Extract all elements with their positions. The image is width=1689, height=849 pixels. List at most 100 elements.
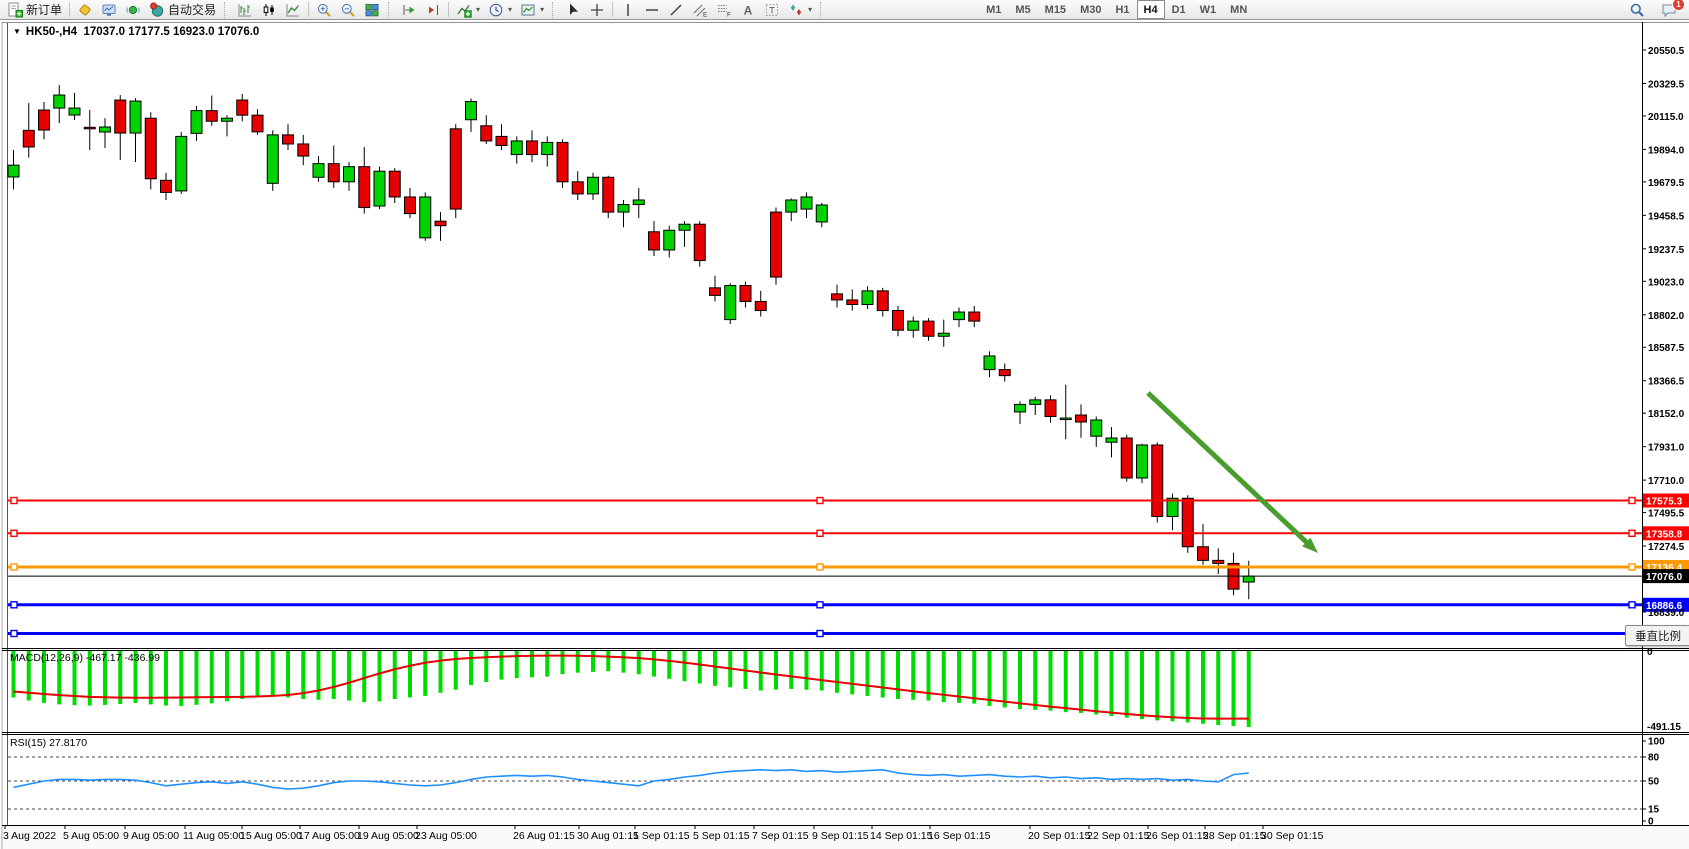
candle-body (495, 135, 508, 146)
channel-button[interactable]: E (688, 1, 712, 19)
terminal-button[interactable] (97, 1, 121, 19)
trend-arrow-line[interactable] (1146, 391, 1313, 548)
arrows-button[interactable]: ▾ (784, 1, 816, 19)
line-handle[interactable] (10, 601, 18, 609)
search-button[interactable] (1625, 1, 1649, 19)
line-handle[interactable] (10, 529, 18, 537)
crosshair-button[interactable] (585, 1, 609, 19)
new-order-button[interactable]: 新订单 (3, 1, 66, 19)
line-handle[interactable] (10, 563, 18, 571)
candle-body (815, 204, 828, 223)
candle-body (541, 141, 554, 156)
candle-body (312, 163, 325, 178)
line-handle[interactable] (1628, 601, 1636, 609)
candle-body (434, 220, 447, 227)
candle-body (1242, 575, 1255, 583)
line-handle[interactable] (816, 563, 824, 571)
candle-body (1059, 417, 1072, 421)
arrow-objects-icon (790, 4, 802, 15)
line-handle[interactable] (1628, 496, 1636, 505)
candle-body (266, 134, 279, 184)
indicators-button[interactable]: ▾ (452, 1, 484, 19)
candle-body (358, 166, 371, 209)
price-tick-label: 19237.5 (1648, 245, 1685, 256)
candle-body (7, 164, 20, 178)
timeframe-m15[interactable]: M15 (1044, 3, 1067, 16)
periods-button[interactable]: ▾ (484, 1, 516, 19)
fibonacci-button[interactable]: F (712, 1, 736, 19)
candle-body (1197, 546, 1209, 561)
auto-scroll-button[interactable] (397, 1, 421, 19)
rsi-axis-label: 0 (1648, 817, 1654, 828)
zoom-in-button[interactable] (312, 1, 336, 19)
toolbar-separator (69, 2, 71, 17)
time-axis-label: 16 Sep 01:15 (928, 830, 991, 842)
candlestick-chart-button[interactable] (257, 1, 281, 19)
metaeditor-button[interactable] (73, 1, 97, 19)
hline-button[interactable] (640, 1, 664, 19)
toolbar-right-tools: 1 (1625, 0, 1685, 19)
yellow-diamond-icon (79, 3, 91, 16)
text-label-button[interactable]: T (760, 1, 784, 19)
trendline-button[interactable] (664, 1, 688, 19)
price-tick-label: 17495.5 (1648, 509, 1685, 520)
dropdown-caret: ▾ (508, 5, 513, 14)
price-axis[interactable] (1643, 22, 1689, 825)
candle-body (892, 310, 904, 331)
timeframe-m1[interactable]: M1 (986, 3, 1002, 16)
line-handle[interactable] (10, 496, 18, 505)
line-chart-icon (286, 3, 300, 16)
price-tick-label: 20550.5 (1648, 46, 1685, 57)
price-tick-label: 19023.0 (1648, 277, 1685, 288)
line-handle[interactable] (816, 496, 824, 505)
line-chart-button[interactable] (281, 1, 305, 19)
line-handle[interactable] (10, 629, 18, 638)
vline-button[interactable] (616, 1, 640, 19)
time-axis-label: 19 Aug 05:00 (357, 830, 419, 842)
line-handle[interactable] (1628, 563, 1636, 571)
price-tick-label: 17274.5 (1648, 542, 1685, 553)
candle-body (129, 100, 142, 134)
candle-body (251, 114, 264, 133)
text-button[interactable]: A (736, 1, 760, 19)
autotrade-button[interactable]: 自动交易 (145, 1, 220, 19)
signals-button[interactable] (121, 1, 145, 19)
timeframe-m5[interactable]: M5 (1015, 3, 1031, 16)
bar-chart-button[interactable] (233, 1, 257, 19)
time-axis-label: 17 Aug 05:00 (298, 830, 360, 842)
price-tick-label: 19679.5 (1648, 178, 1685, 189)
line-handle[interactable] (816, 601, 824, 609)
zoom-out-button[interactable] (336, 1, 360, 19)
candle-body (846, 299, 859, 305)
trend-arrow-head[interactable] (1302, 537, 1318, 553)
line-handle[interactable] (816, 629, 824, 638)
equidistant-channel-icon: E (693, 4, 708, 18)
timeframe-m30[interactable]: M30 (1080, 3, 1102, 16)
zoom-out-icon (341, 3, 355, 17)
chart-title[interactable]: ▼ HK50-,H4 17037.0 17177.5 16923.0 17076.… (13, 26, 259, 38)
tile-windows-button[interactable] (360, 1, 384, 19)
candle-body (1044, 399, 1057, 418)
price-label-value: 17358.8 (1646, 529, 1683, 540)
main-toolbar: 新订单 自动交易 (0, 0, 1689, 20)
candle-body (373, 170, 386, 207)
templates-button[interactable]: ▾ (516, 1, 548, 19)
cursor-button[interactable] (561, 1, 585, 19)
chart-shift-button[interactable] (421, 1, 445, 19)
timeframe-h1[interactable]: H1 (1115, 3, 1130, 16)
price-tick-label: 18802.0 (1648, 311, 1685, 322)
timeframe-d1[interactable]: D1 (1171, 3, 1186, 16)
line-handle[interactable] (1628, 529, 1636, 537)
chat-button[interactable]: 1 (1657, 0, 1685, 19)
candle-body (602, 176, 615, 213)
timeframe-h4[interactable]: H4 (1136, 0, 1165, 19)
price-tick-label: 18587.5 (1648, 343, 1685, 354)
candle-body (1120, 437, 1133, 479)
date-axis-strip[interactable] (0, 826, 1689, 849)
candle-body (114, 99, 127, 134)
line-handle[interactable] (816, 529, 824, 537)
timeframe-w1[interactable]: W1 (1199, 3, 1217, 16)
timeframe-mn[interactable]: MN (1230, 3, 1248, 16)
